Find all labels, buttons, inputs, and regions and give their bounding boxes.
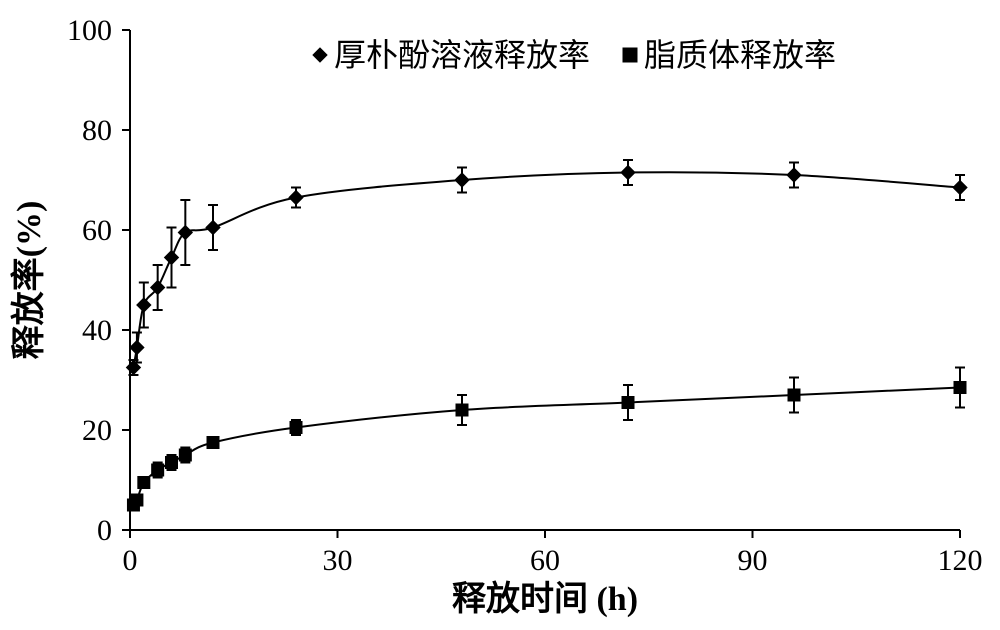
- x-tick-label: 120: [938, 544, 983, 577]
- y-axis-label: 释放率(%): [10, 201, 48, 360]
- x-tick-label: 0: [123, 544, 138, 577]
- x-tick-label: 30: [323, 544, 353, 577]
- diamond-icon: [313, 48, 327, 62]
- series-1: [127, 368, 966, 512]
- x-tick-label: 60: [530, 544, 560, 577]
- chart-container: 0 30 60 90 120 0 20 40 60 80 100 释放时间 (h) 释放率(%) 厚朴酚溶…: [0, 0, 1000, 630]
- y-tick-label: 60: [82, 214, 112, 247]
- series-0: [126, 160, 967, 375]
- y-tick-label: 100: [67, 14, 112, 47]
- release-chart: 0 30 60 90 120 0 20 40 60 80 100 释放时间 (h) 释放率(%) 厚朴酚溶…: [0, 0, 1000, 630]
- square-icon: [623, 48, 637, 62]
- x-tick-label: 90: [738, 544, 768, 577]
- y-tick-label: 40: [82, 314, 112, 347]
- legend-label-0: 厚朴酚溶液释放率: [334, 37, 590, 73]
- y-tick-label: 80: [82, 114, 112, 147]
- y-tick-label: 20: [82, 414, 112, 447]
- y-tick-label: 0: [97, 514, 112, 547]
- legend-label-1: 脂质体释放率: [644, 37, 836, 73]
- x-axis-label: 释放时间 (h): [452, 580, 638, 618]
